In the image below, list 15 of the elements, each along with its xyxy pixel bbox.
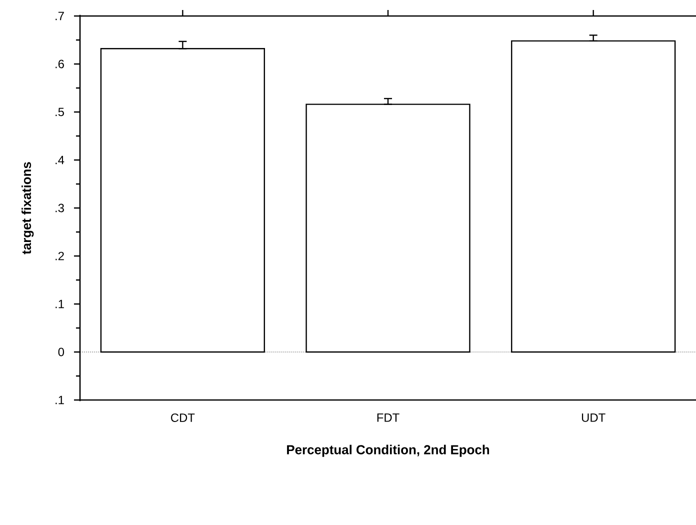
- y-tick-label: .4: [56, 156, 64, 164]
- y-tick-label: .2: [56, 252, 64, 260]
- y-tick-label: .1: [56, 396, 64, 404]
- bar: [511, 40, 676, 353]
- y-tick-label: .7: [56, 12, 64, 20]
- y-tick-label: .1: [56, 300, 64, 308]
- x-axis-title: Perceptual Condition, 2nd Epoch: [287, 444, 490, 457]
- y-tick-label: .3: [56, 204, 64, 212]
- x-tick-label: UDT: [582, 414, 606, 422]
- x-tick-label: CDT: [171, 414, 195, 422]
- y-axis-title: target fixations: [22, 162, 34, 254]
- y-tick-label: .5: [56, 108, 64, 116]
- y-tick-label: .6: [56, 60, 64, 68]
- x-tick-label: FDT: [377, 414, 400, 422]
- y-tick-label: 0: [58, 348, 64, 356]
